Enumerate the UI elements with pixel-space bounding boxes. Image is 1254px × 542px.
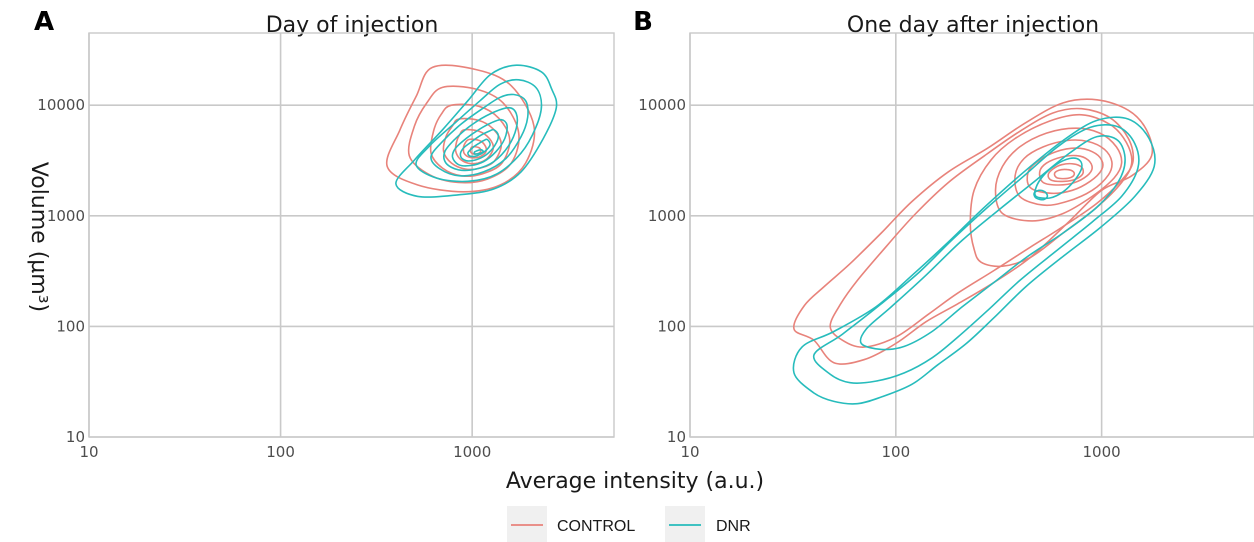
panel-b-control-contour-1 [829,107,1135,348]
panel-a-grid [88,33,614,438]
panel-b-y-tick-label-3: 10000 [638,96,686,114]
panel-b-x-tick-label-2: 1000 [1083,443,1121,461]
panel-b-ticks: 10 100 1000 10 100 1000 10000 [638,96,1120,461]
panel-b-dnr-contour-0 [792,116,1156,405]
panel-a-control-contour-4 [454,128,495,165]
panel-a-dnr-contour-7 [473,148,485,155]
legend-label-control: CONTROL [557,518,635,535]
panel-b-x-tick-label-1: 100 [881,443,910,461]
panel-b-dnr-contour-2 [859,135,1126,351]
panel-a-x-tick-label-0: 10 [79,443,98,461]
panel-a-y-tick-label-0: 10 [66,428,85,446]
panel-b-letter: B [633,7,653,37]
legend-label-dnr: DNR [716,518,751,535]
panel-a-dnr-contour-4 [451,118,508,167]
panel-b-control-contour-5 [1026,147,1104,195]
legend-key-dnr [665,506,705,542]
panel-a-contours [385,64,558,198]
panel-b-plot-border [689,32,1254,438]
panel-b: B One day after injection 10 100 1000 10 100… [633,7,1254,461]
legend: CONTROL DNR [507,506,751,542]
panel-a-plot-border [88,32,615,438]
panel-b-y-tick-label-0: 10 [667,428,686,446]
panel-a-dnr-contour-3 [443,106,519,172]
panel-b-grid [689,33,1254,438]
panel-a-y-tick-label-2: 1000 [47,207,85,225]
panel-a-dnr-contour-6 [467,138,491,158]
x-axis-title: Average intensity (a.u.) [506,469,764,494]
panel-b-dnr-contour-1 [812,124,1140,384]
y-axis-title: Volume (µm³) [26,162,51,312]
panel-b-y-tick-label-2: 1000 [648,207,686,225]
panel-a-dnr-contour-0 [395,64,558,198]
panel-a-letter: A [34,7,54,37]
panel-a-dnr-contour-5 [459,128,500,162]
panel-a: A Day of injection 10 100 1000 10 100 1000 100… [34,7,615,461]
panel-b-control-contour-8 [1053,168,1076,180]
panel-a-x-tick-label-2: 1000 [453,443,491,461]
panel-a-control-contour-5 [462,138,488,159]
panel-b-y-tick-label-1: 100 [657,317,686,335]
panel-b-control-contour-4 [1014,139,1113,207]
panel-a-dnr-contour-2 [430,93,529,177]
panel-a-x-tick-label-1: 100 [266,443,295,461]
panel-a-control-contour-2 [429,103,511,178]
panel-a-title: Day of injection [266,13,439,38]
panel-b-control-contour-7 [1047,162,1085,183]
panel-b-contours [792,98,1156,405]
panel-b-control-contour-3 [994,127,1123,222]
panel-a-ticks: 10 100 1000 10 100 1000 10000 [37,96,491,461]
panel-b-control-contour-6 [1038,154,1094,186]
panel-a-y-tick-label-1: 100 [56,317,85,335]
panel-a-control-contour-1 [407,85,520,184]
panel-a-y-tick-label-3: 10000 [37,96,85,114]
legend-key-control [507,506,547,542]
panel-b-dnr-contour-3 [1033,157,1083,200]
panel-b-dnr-contour-4 [1033,189,1049,201]
panel-a-dnr-contour-1 [415,78,543,183]
panel-b-x-tick-label-0: 10 [680,443,699,461]
panel-a-control-contour-0 [385,64,536,193]
panel-b-title: One day after injection [847,13,1099,38]
